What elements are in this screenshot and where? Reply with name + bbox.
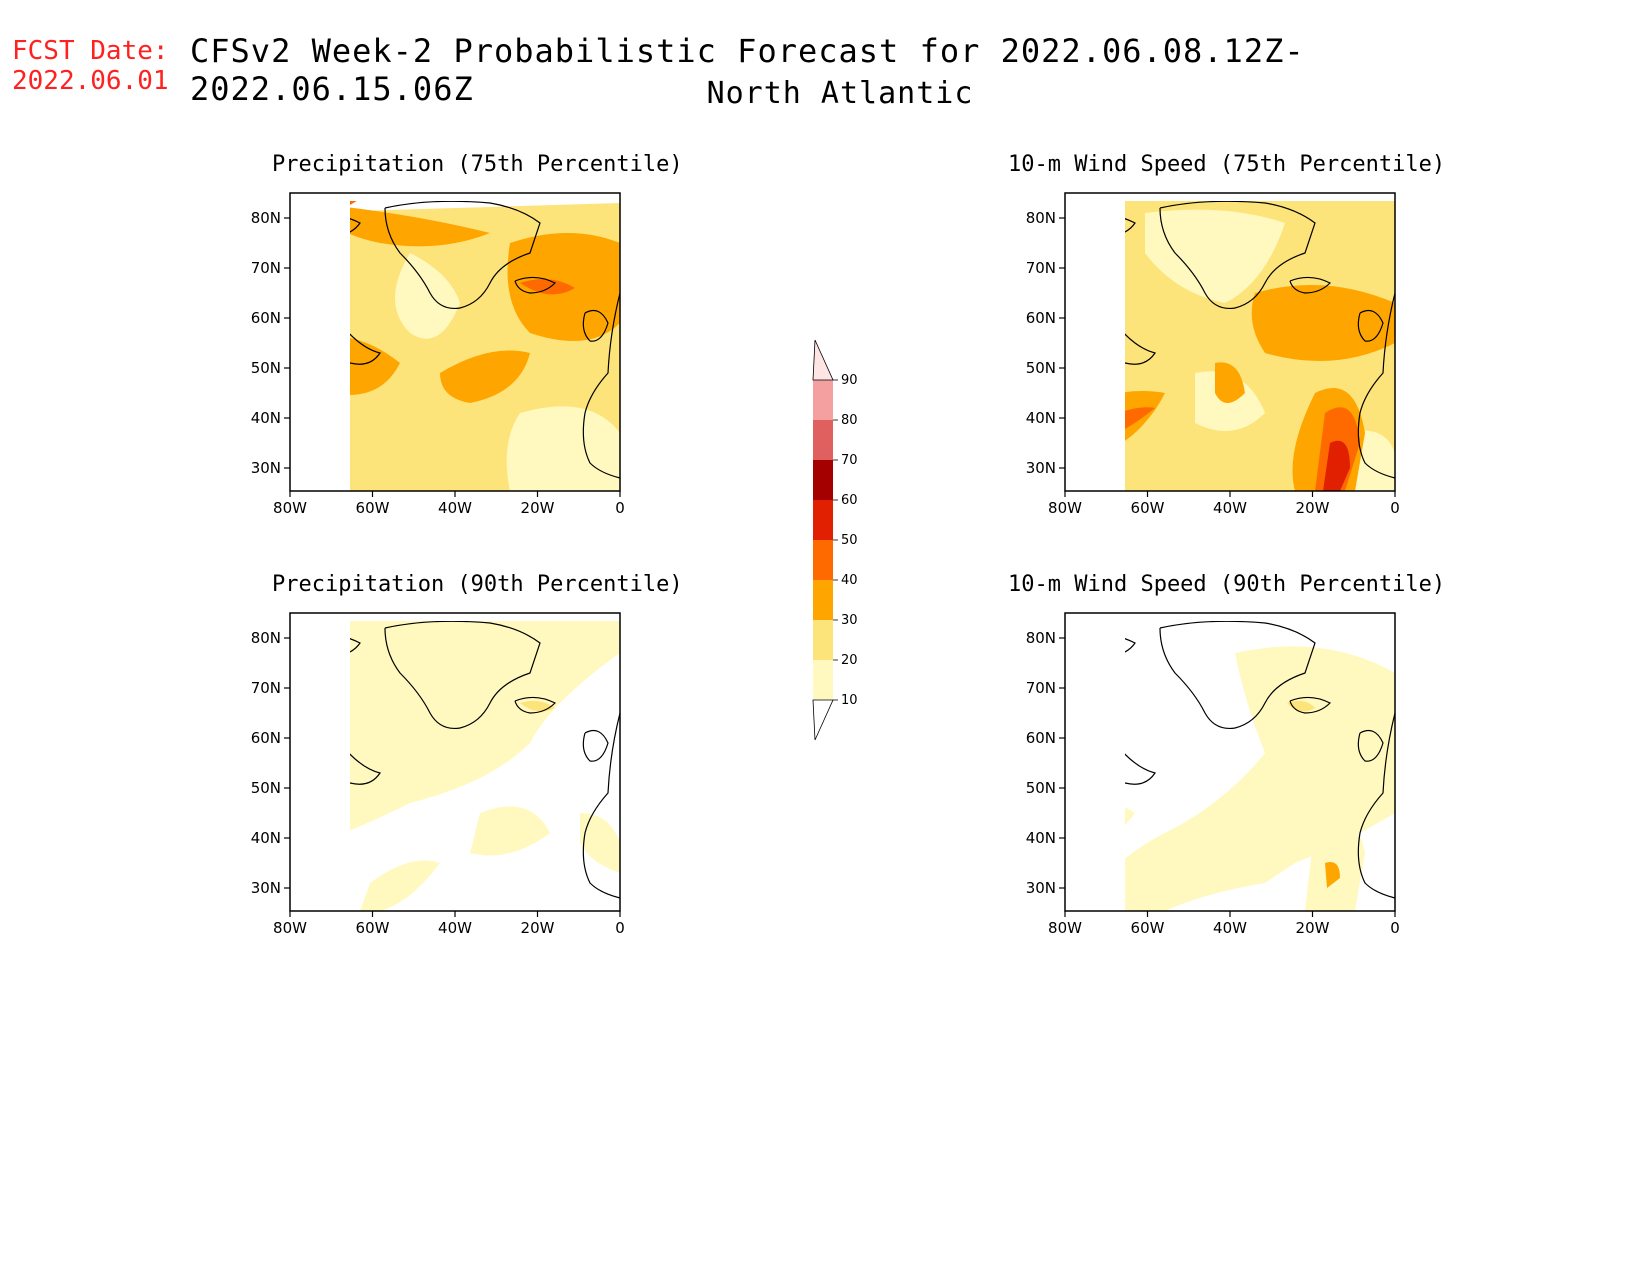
- lon-tick-label: 0: [1390, 919, 1400, 937]
- lon-tick-label: 60W: [1131, 499, 1165, 517]
- forecast-date-block: FCST Date: 2022.06.01: [12, 36, 169, 96]
- colorbar: 10 20 30 40 50 60 70 80 90: [812, 339, 858, 741]
- lat-tick-label: 50N: [251, 779, 281, 797]
- lat-tick-label: 80N: [251, 209, 281, 227]
- colorbar-top-extension: [812, 339, 834, 381]
- lat-tick-label: 40N: [1026, 409, 1056, 427]
- lon-tick-label: 60W: [1131, 919, 1165, 937]
- colorbar-label: 40: [841, 573, 858, 588]
- lat-tick-label: 30N: [1026, 879, 1056, 897]
- lat-tick-label: 80N: [1026, 209, 1056, 227]
- lon-tick-label: 20W: [521, 919, 555, 937]
- lon-tick-label: 20W: [1296, 919, 1330, 937]
- lon-tick-label: 80W: [1048, 919, 1082, 937]
- shaded-probability-region: [470, 806, 550, 856]
- lat-tick-label: 30N: [251, 879, 281, 897]
- colorbar-label: 50: [841, 533, 858, 548]
- panel-title-precip-75: Precipitation (75th Percentile): [272, 152, 683, 177]
- page-title: CFSv2 Week-2 Probabilistic Forecast for …: [190, 32, 1305, 108]
- lat-tick-label: 70N: [1026, 679, 1056, 697]
- lon-tick-label: 60W: [356, 499, 390, 517]
- shaded-probability-region: [360, 860, 440, 911]
- lat-tick-label: 60N: [251, 729, 281, 747]
- lat-tick-label: 50N: [251, 359, 281, 377]
- colorbar-cell: [813, 460, 833, 500]
- lat-tick-label: 50N: [1026, 359, 1056, 377]
- lon-tick-label: 40W: [438, 499, 472, 517]
- colorbar-label: 70: [841, 453, 858, 468]
- lon-tick-label: 20W: [1296, 499, 1330, 517]
- lon-tick-label: 80W: [273, 919, 307, 937]
- map-wind-90: 80N 70N 60N 50N 40N 30N 80W 60W 40W 20W 0: [1026, 612, 1400, 937]
- lat-tick-label: 80N: [1026, 629, 1056, 647]
- shaded-probability-region: [1251, 285, 1395, 361]
- lon-tick-label: 0: [615, 499, 625, 517]
- shaded-probability-region: [580, 813, 620, 873]
- colorbar-label: 20: [841, 653, 858, 668]
- lon-tick-label: 60W: [356, 919, 390, 937]
- lon-tick-label: 80W: [1048, 499, 1082, 517]
- lon-tick-label: 0: [1390, 499, 1400, 517]
- shaded-probability-region: [350, 338, 400, 395]
- lat-tick-label: 30N: [251, 459, 281, 477]
- forecast-date-value: 2022.06.01: [12, 66, 169, 96]
- lat-tick-label: 80N: [251, 629, 281, 647]
- colorbar-cell: [813, 380, 833, 420]
- map-precip-75: 80N 70N 60N 50N 40N 30N 80W 60W 40W 20W 0: [251, 192, 625, 517]
- shaded-probability-region: [1125, 407, 1155, 430]
- colorbar-label: 30: [841, 613, 858, 628]
- lat-tick-label: 50N: [1026, 779, 1056, 797]
- shaded-probability-region: [1287, 700, 1315, 712]
- lon-tick-label: 40W: [438, 919, 472, 937]
- shaded-probability-region: [395, 253, 460, 339]
- shaded-probability-region: [1125, 807, 1135, 826]
- colorbar-label: 90: [841, 373, 858, 388]
- colorbar-cell: [813, 540, 833, 580]
- colorbar-cell: [813, 500, 833, 540]
- colorbar-label: 10: [841, 693, 858, 708]
- lon-tick-label: 0: [615, 919, 625, 937]
- panel-title-wind-90: 10-m Wind Speed (90th Percentile): [1008, 572, 1446, 597]
- colorbar-bottom-extension: [812, 699, 834, 741]
- region-subtitle: North Atlantic: [706, 76, 974, 111]
- panel-title-wind-75: 10-m Wind Speed (75th Percentile): [1008, 152, 1446, 177]
- lat-tick-label: 60N: [1026, 729, 1056, 747]
- lat-tick-label: 60N: [1026, 309, 1056, 327]
- lon-tick-label: 40W: [1213, 499, 1247, 517]
- lat-tick-label: 70N: [251, 259, 281, 277]
- colorbar-label: 60: [841, 493, 858, 508]
- forecast-date-label: FCST Date:: [12, 36, 169, 66]
- shaded-probability-region: [1145, 209, 1285, 303]
- map-wind-75: 80N 70N 60N 50N 40N 30N 80W 60W 40W 20W 0: [1026, 192, 1400, 517]
- lon-tick-label: 40W: [1213, 919, 1247, 937]
- shaded-probability-region: [1215, 362, 1245, 403]
- lat-tick-label: 70N: [251, 679, 281, 697]
- shaded-probability-region: [440, 350, 530, 403]
- lat-tick-label: 70N: [1026, 259, 1056, 277]
- colorbar-label: 80: [841, 413, 858, 428]
- map-precip-90: 80N 70N 60N 50N 40N 30N 80W 60W 40W 20W 0: [251, 612, 625, 937]
- shaded-probability-region: [1325, 862, 1340, 888]
- shaded-probability-region: [1125, 391, 1165, 441]
- lat-tick-label: 30N: [1026, 459, 1056, 477]
- lat-tick-label: 40N: [251, 829, 281, 847]
- colorbar-cell: [813, 420, 833, 460]
- lat-tick-label: 40N: [1026, 829, 1056, 847]
- shaded-probability-region: [506, 406, 620, 491]
- shaded-probability-region: [1323, 440, 1350, 491]
- shaded-probability-region: [350, 621, 620, 831]
- colorbar-cell: [813, 580, 833, 620]
- lon-tick-label: 80W: [273, 499, 307, 517]
- colorbar-cell: [813, 620, 833, 660]
- panel-title-precip-90: Precipitation (90th Percentile): [272, 572, 683, 597]
- lon-tick-label: 20W: [521, 499, 555, 517]
- lat-tick-label: 60N: [251, 309, 281, 327]
- lat-tick-label: 40N: [251, 409, 281, 427]
- shaded-probability-region: [520, 279, 575, 295]
- colorbar-cell: [813, 660, 833, 700]
